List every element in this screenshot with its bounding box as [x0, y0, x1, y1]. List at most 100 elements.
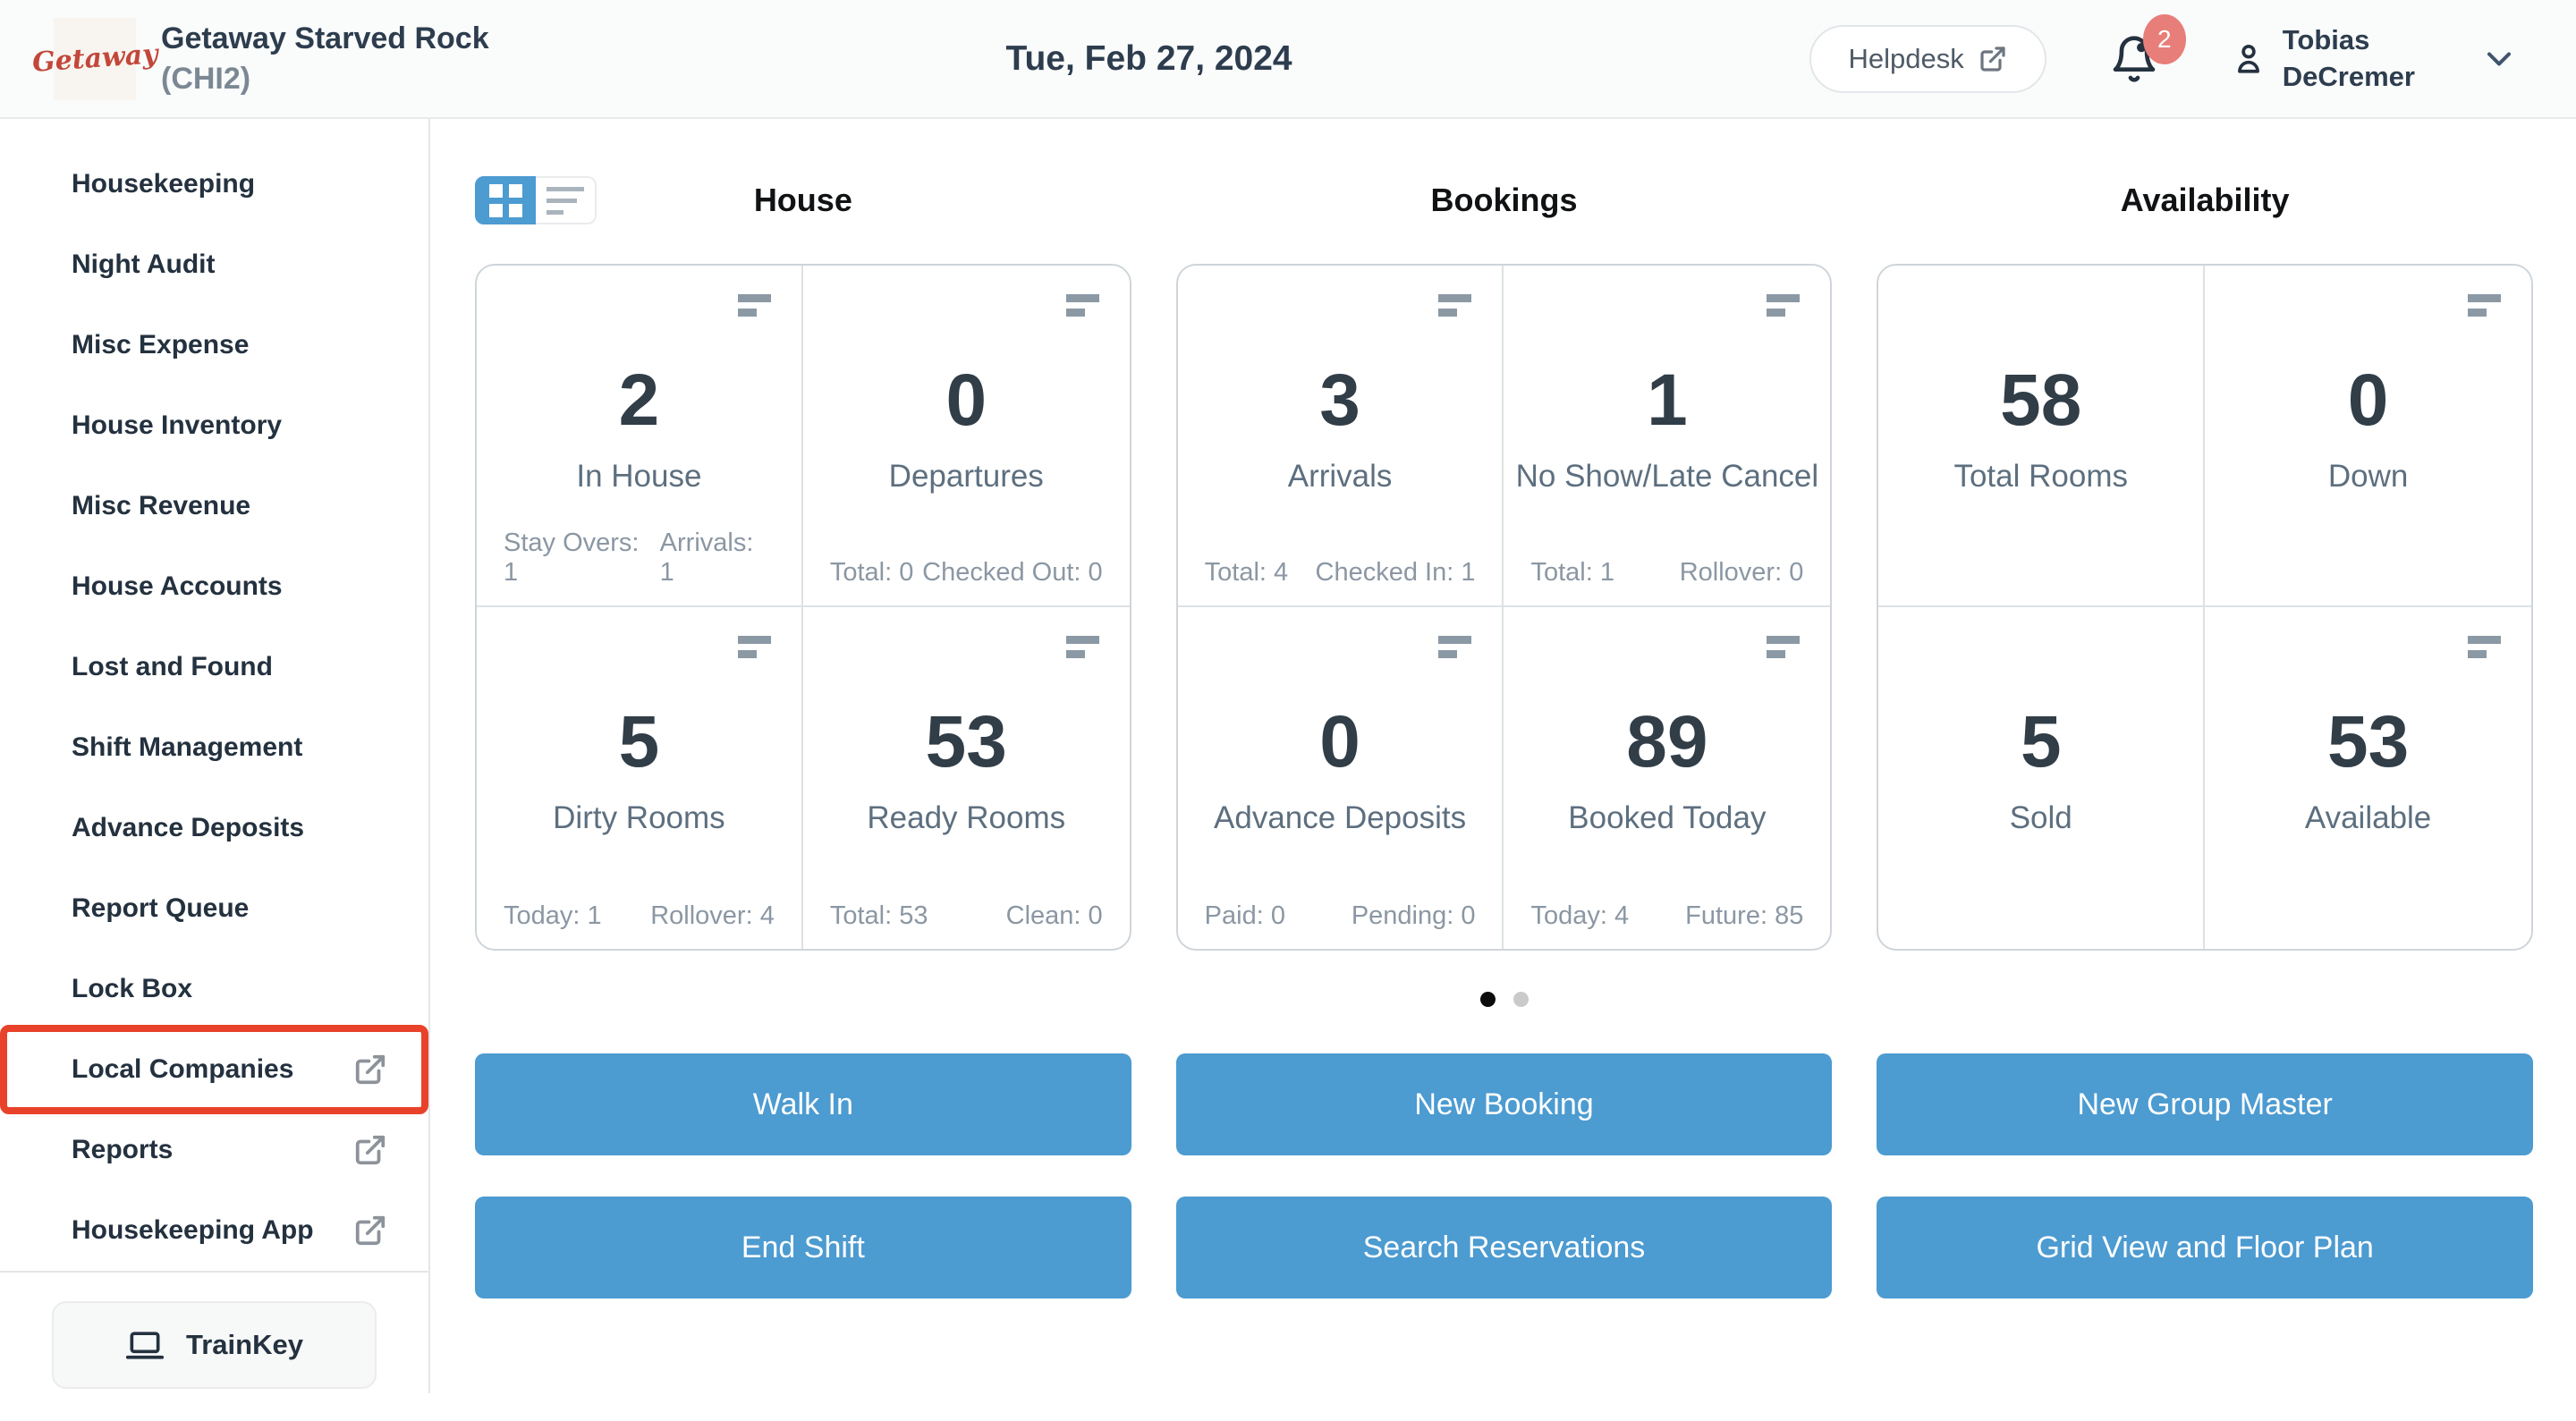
view-toggle — [475, 176, 597, 224]
stat-value: 58 — [2000, 359, 2082, 441]
new-group-master-button[interactable]: New Group Master — [1877, 1053, 2533, 1155]
sidebar-item-house-inventory[interactable]: House Inventory — [72, 410, 283, 440]
section-title-house: House — [753, 182, 852, 218]
filter-icon[interactable] — [2468, 636, 2501, 658]
header-controls: Helpdesk 2 Tobias DeCremer — [1809, 13, 2519, 95]
stat-footer: Stay Overs: 1 Arrivals: 1 — [504, 529, 775, 588]
stat-card-advance-deposits[interactable]: 0 Advance Deposits Paid: 0 Pending: 0 — [1178, 607, 1504, 949]
stat-foot-right: Rollover: 0 — [1679, 558, 1804, 587]
trainkey-button[interactable]: TrainKey — [52, 1301, 377, 1389]
stat-footer: Today: 1 Rollover: 4 — [504, 901, 775, 931]
stat-label: Down — [2327, 459, 2409, 494]
end-shift-button[interactable]: End Shift — [475, 1197, 1131, 1298]
stat-value: 0 — [1319, 701, 1360, 782]
sidebar-item-shift-management[interactable]: Shift Management — [72, 732, 303, 762]
stat-label: Advance Deposits — [1214, 800, 1467, 835]
stat-card-departures[interactable]: 0 Departures Total: 0 Checked Out: 0 — [802, 266, 1130, 607]
sidebar-item-lost-and-found[interactable]: Lost and Found — [72, 652, 273, 681]
stat-footer: Total: 4 Checked In: 1 — [1205, 558, 1476, 588]
section-title-availability: Availability — [2120, 182, 2290, 218]
stat-foot-left: Total: 4 — [1204, 558, 1289, 587]
logo-text: Getaway — [30, 38, 159, 79]
search-reservations-button[interactable]: Search Reservations — [1175, 1197, 1833, 1298]
sidebar-item-misc-expense[interactable]: Misc Expense — [72, 330, 250, 359]
current-date: Tue, Feb 27, 2024 — [1005, 38, 1292, 78]
stat-foot-left: Stay Overs: 1 — [504, 529, 640, 587]
property-title: Getaway Starved Rock (CHI2) — [161, 19, 489, 97]
filter-icon[interactable] — [1065, 636, 1099, 658]
bookings-panel: 3 Arrivals Total: 4 Checked In: 1 1 No S… — [1175, 264, 1833, 951]
sidebar-item-misc-revenue[interactable]: Misc Revenue — [72, 491, 251, 520]
sidebar-item-lock-box[interactable]: Lock Box — [72, 974, 193, 1003]
stat-value: 2 — [618, 359, 660, 441]
property-name: Getaway Starved Rock — [161, 21, 489, 56]
chevron-down-icon[interactable] — [2479, 39, 2519, 79]
sidebar-item-local-companies[interactable]: Local Companies — [0, 1025, 428, 1114]
stat-value: 1 — [1647, 359, 1688, 441]
filter-icon[interactable] — [1438, 294, 1472, 317]
sidebar-item-report-queue[interactable]: Report Queue — [72, 893, 250, 923]
stat-card-in-house[interactable]: 2 In House Stay Overs: 1 Arrivals: 1 — [477, 266, 803, 607]
stat-label: Booked Today — [1568, 800, 1767, 835]
stat-card-dirty-rooms[interactable]: 5 Dirty Rooms Today: 1 Rollover: 4 — [477, 607, 803, 949]
stat-foot-left: Total: 1 — [1530, 558, 1614, 587]
stat-foot-right: Rollover: 4 — [650, 901, 775, 930]
stat-card-down[interactable]: 0 Down — [2205, 266, 2531, 607]
list-icon — [547, 186, 584, 215]
filter-icon[interactable] — [1438, 636, 1472, 658]
user-menu[interactable]: Tobias DeCremer — [2229, 22, 2519, 95]
stat-foot-left: Today: 1 — [504, 901, 602, 930]
stat-card-sold[interactable]: 5 Sold — [1878, 607, 2206, 949]
sidebar-item-reports[interactable]: Reports — [0, 1110, 428, 1190]
external-link-icon — [355, 1135, 386, 1165]
stat-footer: Today: 4 Future: 85 — [1530, 901, 1803, 931]
stat-card-no-show-late-cancel[interactable]: 1 No Show/Late Cancel Total: 1 Rollover:… — [1504, 266, 1831, 607]
sidebar-item-housekeeping[interactable]: Housekeeping — [72, 169, 256, 199]
bookings-header: Bookings — [1176, 176, 1833, 264]
notification-badge: 2 — [2142, 13, 2186, 64]
external-link-icon — [355, 1054, 386, 1085]
stat-label: Departures — [888, 459, 1044, 494]
filter-icon[interactable] — [1065, 294, 1099, 317]
filter-icon[interactable] — [1767, 294, 1801, 317]
carousel-dot-1[interactable] — [1479, 992, 1496, 1007]
stat-card-available[interactable]: 53 Available — [2205, 607, 2531, 949]
filter-icon[interactable] — [737, 636, 771, 658]
sidebar-item-night-audit[interactable]: Night Audit — [72, 250, 216, 279]
stat-footer: Total: 53 Clean: 0 — [830, 901, 1103, 931]
stat-value: 53 — [2326, 701, 2410, 782]
filter-icon[interactable] — [2468, 294, 2501, 317]
filter-icon[interactable] — [1767, 636, 1801, 658]
sidebar-item-advance-deposits[interactable]: Advance Deposits — [72, 813, 305, 842]
stat-foot-left: Total: 0 — [829, 558, 914, 587]
helpdesk-button[interactable]: Helpdesk — [1809, 24, 2046, 93]
stat-foot-left: Total: 53 — [829, 901, 928, 930]
filter-icon[interactable] — [737, 294, 771, 317]
grid-view-button[interactable] — [475, 176, 536, 224]
stat-label: Sold — [2009, 800, 2072, 835]
sidebar-footer: TrainKey — [0, 1271, 428, 1421]
stat-card-arrivals[interactable]: 3 Arrivals Total: 4 Checked In: 1 — [1177, 266, 1504, 607]
sidebar-item-housekeeping-app[interactable]: Housekeeping App — [0, 1190, 428, 1271]
list-view-button[interactable] — [536, 176, 597, 224]
quick-actions: Walk In New Booking New Group Master End… — [475, 1053, 2533, 1298]
app-logo[interactable]: Getaway — [31, 17, 158, 100]
dashboard: House Bookings Availability 2 In House S… — [430, 119, 2576, 1393]
stat-card-booked-today[interactable]: 89 Booked Today Today: 4 Future: 85 — [1504, 607, 1830, 949]
stat-footer: Total: 1 Rollover: 0 — [1530, 558, 1803, 588]
stat-footer: Paid: 0 Pending: 0 — [1205, 901, 1476, 931]
carousel-dot-2[interactable] — [1513, 992, 1529, 1007]
stat-value: 0 — [2347, 359, 2389, 441]
stat-card-total-rooms[interactable]: 58 Total Rooms — [1878, 266, 2206, 607]
sidebar-nav: Housekeeping Night Audit Misc Expense Ho… — [0, 119, 428, 1271]
notifications-button[interactable]: 2 — [2109, 13, 2186, 84]
sidebar-item-house-accounts[interactable]: House Accounts — [72, 571, 283, 601]
grid-view-floor-plan-button[interactable]: Grid View and Floor Plan — [1877, 1197, 2533, 1298]
grid-icon — [488, 183, 522, 217]
bell-icon — [2113, 35, 2156, 82]
stat-value: 5 — [618, 701, 660, 782]
new-booking-button[interactable]: New Booking — [1175, 1053, 1833, 1155]
walk-in-button[interactable]: Walk In — [475, 1053, 1131, 1155]
stat-card-ready-rooms[interactable]: 53 Ready Rooms Total: 53 Clean: 0 — [803, 607, 1130, 949]
stat-value: 89 — [1626, 701, 1708, 782]
